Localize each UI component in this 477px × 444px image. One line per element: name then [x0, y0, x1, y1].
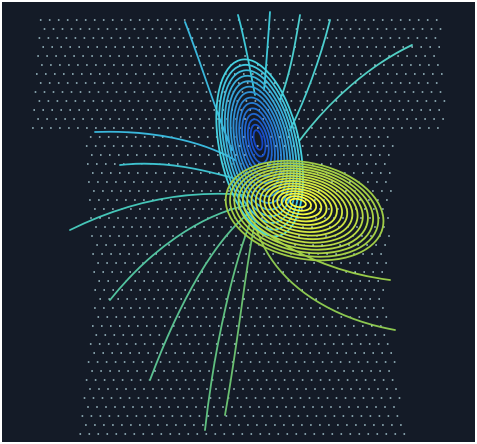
positive-contour	[229, 162, 380, 258]
negative-contour	[249, 123, 267, 158]
positive-contour	[267, 185, 333, 226]
negative-contour	[226, 80, 292, 211]
positive-contour	[241, 169, 364, 248]
contour-line	[149, 211, 251, 381]
positive-contour	[254, 177, 349, 237]
positive-contour	[237, 167, 369, 251]
positive-contour	[246, 172, 359, 244]
contours	[69, 11, 413, 431]
contour-line	[299, 44, 413, 141]
positive-contour	[276, 190, 323, 219]
negative-contour	[223, 74, 295, 218]
positive-contour	[233, 164, 375, 255]
negative-contour	[218, 63, 301, 231]
positive-contour	[259, 180, 343, 233]
negative-contour	[235, 96, 283, 191]
negative-contour	[252, 129, 264, 151]
positive-contour	[224, 159, 385, 262]
positive-contour	[272, 187, 328, 223]
contour-line	[69, 192, 246, 231]
contour-line	[289, 19, 331, 131]
positive-contour	[280, 192, 318, 216]
negative-contour	[229, 85, 289, 204]
positive-contour	[284, 195, 312, 212]
positive-contour	[250, 175, 354, 241]
positive-contour	[289, 197, 307, 209]
negative-contour	[241, 107, 276, 178]
positive-contour	[263, 182, 338, 230]
